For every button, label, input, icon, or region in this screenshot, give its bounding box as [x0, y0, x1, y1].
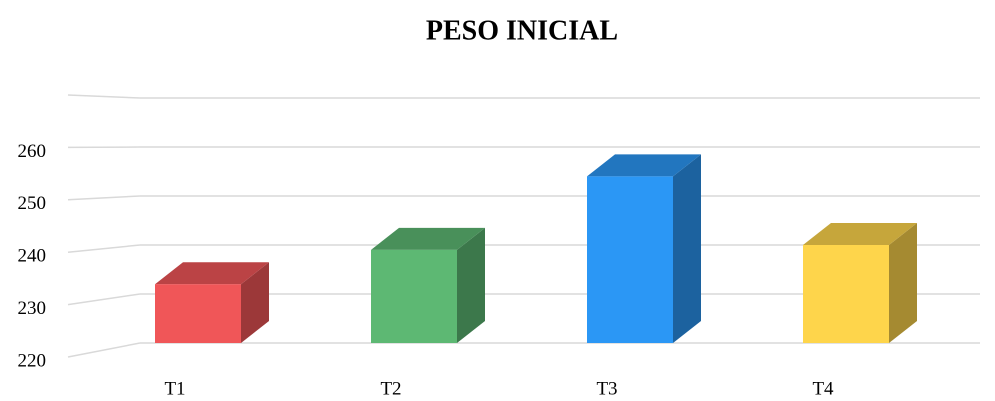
x-tick-label: T2 — [380, 378, 401, 399]
x-tick-label: T3 — [596, 378, 617, 399]
bar-side — [673, 154, 701, 343]
bar-side — [457, 227, 485, 343]
y-tick-label: 250 — [18, 193, 47, 214]
y-tick-label: 260 — [18, 141, 47, 162]
bar-top — [155, 262, 269, 285]
bar — [587, 176, 673, 343]
bar-top — [587, 154, 701, 177]
bar-top — [371, 227, 485, 250]
grid-line — [67, 195, 141, 201]
bar — [371, 249, 457, 343]
x-tick-label: T4 — [812, 378, 834, 399]
chart-title: PESO INICIAL — [426, 15, 618, 46]
grid-line — [67, 342, 141, 358]
grid-line — [67, 293, 141, 306]
bar-side — [889, 223, 917, 343]
y-tick-label: 240 — [18, 246, 47, 267]
grid-line — [67, 244, 141, 253]
bar — [155, 284, 241, 343]
x-tick-label: T1 — [164, 378, 185, 399]
y-tick-label: 220 — [18, 350, 47, 371]
bar — [803, 245, 889, 343]
wall-top — [67, 94, 141, 99]
bar-side — [241, 262, 269, 343]
bar-top — [803, 223, 917, 245]
y-tick-label: 230 — [18, 298, 47, 319]
